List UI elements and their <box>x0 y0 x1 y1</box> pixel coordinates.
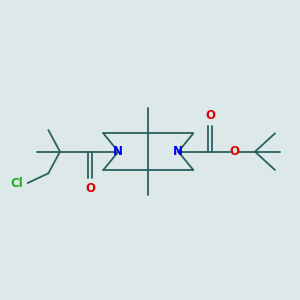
Text: O: O <box>230 145 240 158</box>
Text: Cl: Cl <box>11 177 23 190</box>
Text: O: O <box>85 182 95 195</box>
Text: N: N <box>113 145 123 158</box>
Text: O: O <box>205 109 215 122</box>
Text: N: N <box>173 145 183 158</box>
